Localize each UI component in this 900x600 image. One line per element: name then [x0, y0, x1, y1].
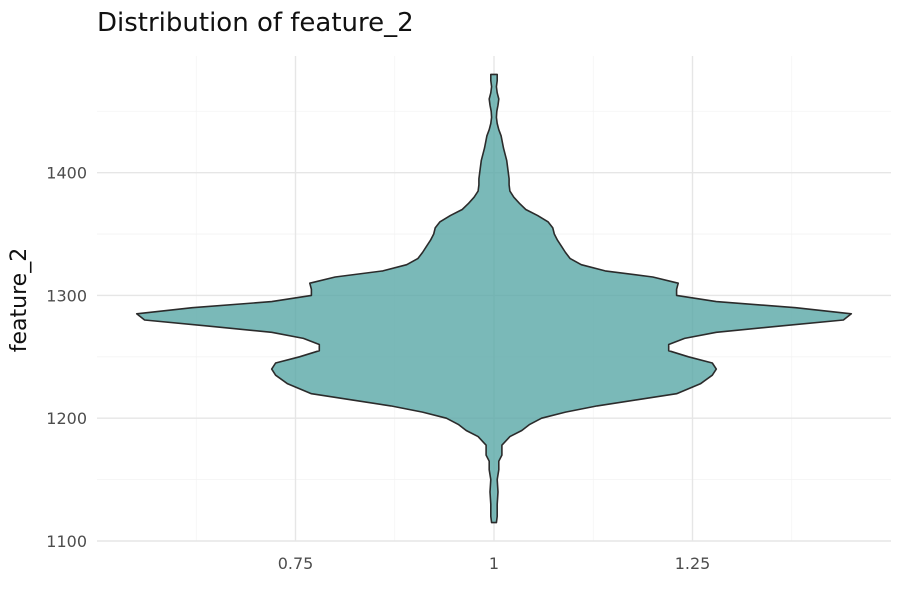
y-tick-label: 1300	[46, 286, 87, 305]
violin-body	[135, 73, 853, 524]
x-tick-label: 1	[489, 554, 499, 573]
y-tick-label: 1400	[46, 164, 87, 183]
violin-series	[135, 73, 853, 524]
x-tick-labels: 0.75 1 1.25	[278, 554, 711, 573]
y-tick-labels: 1100 1200 1300 1400	[46, 164, 87, 551]
y-tick-label: 1100	[46, 532, 87, 551]
chart-title: Distribution of feature_2	[97, 8, 414, 38]
x-tick-label: 0.75	[278, 554, 314, 573]
y-tick-label: 1200	[46, 409, 87, 428]
y-axis-label: feature_2	[7, 248, 32, 352]
x-tick-label: 1.25	[675, 554, 711, 573]
